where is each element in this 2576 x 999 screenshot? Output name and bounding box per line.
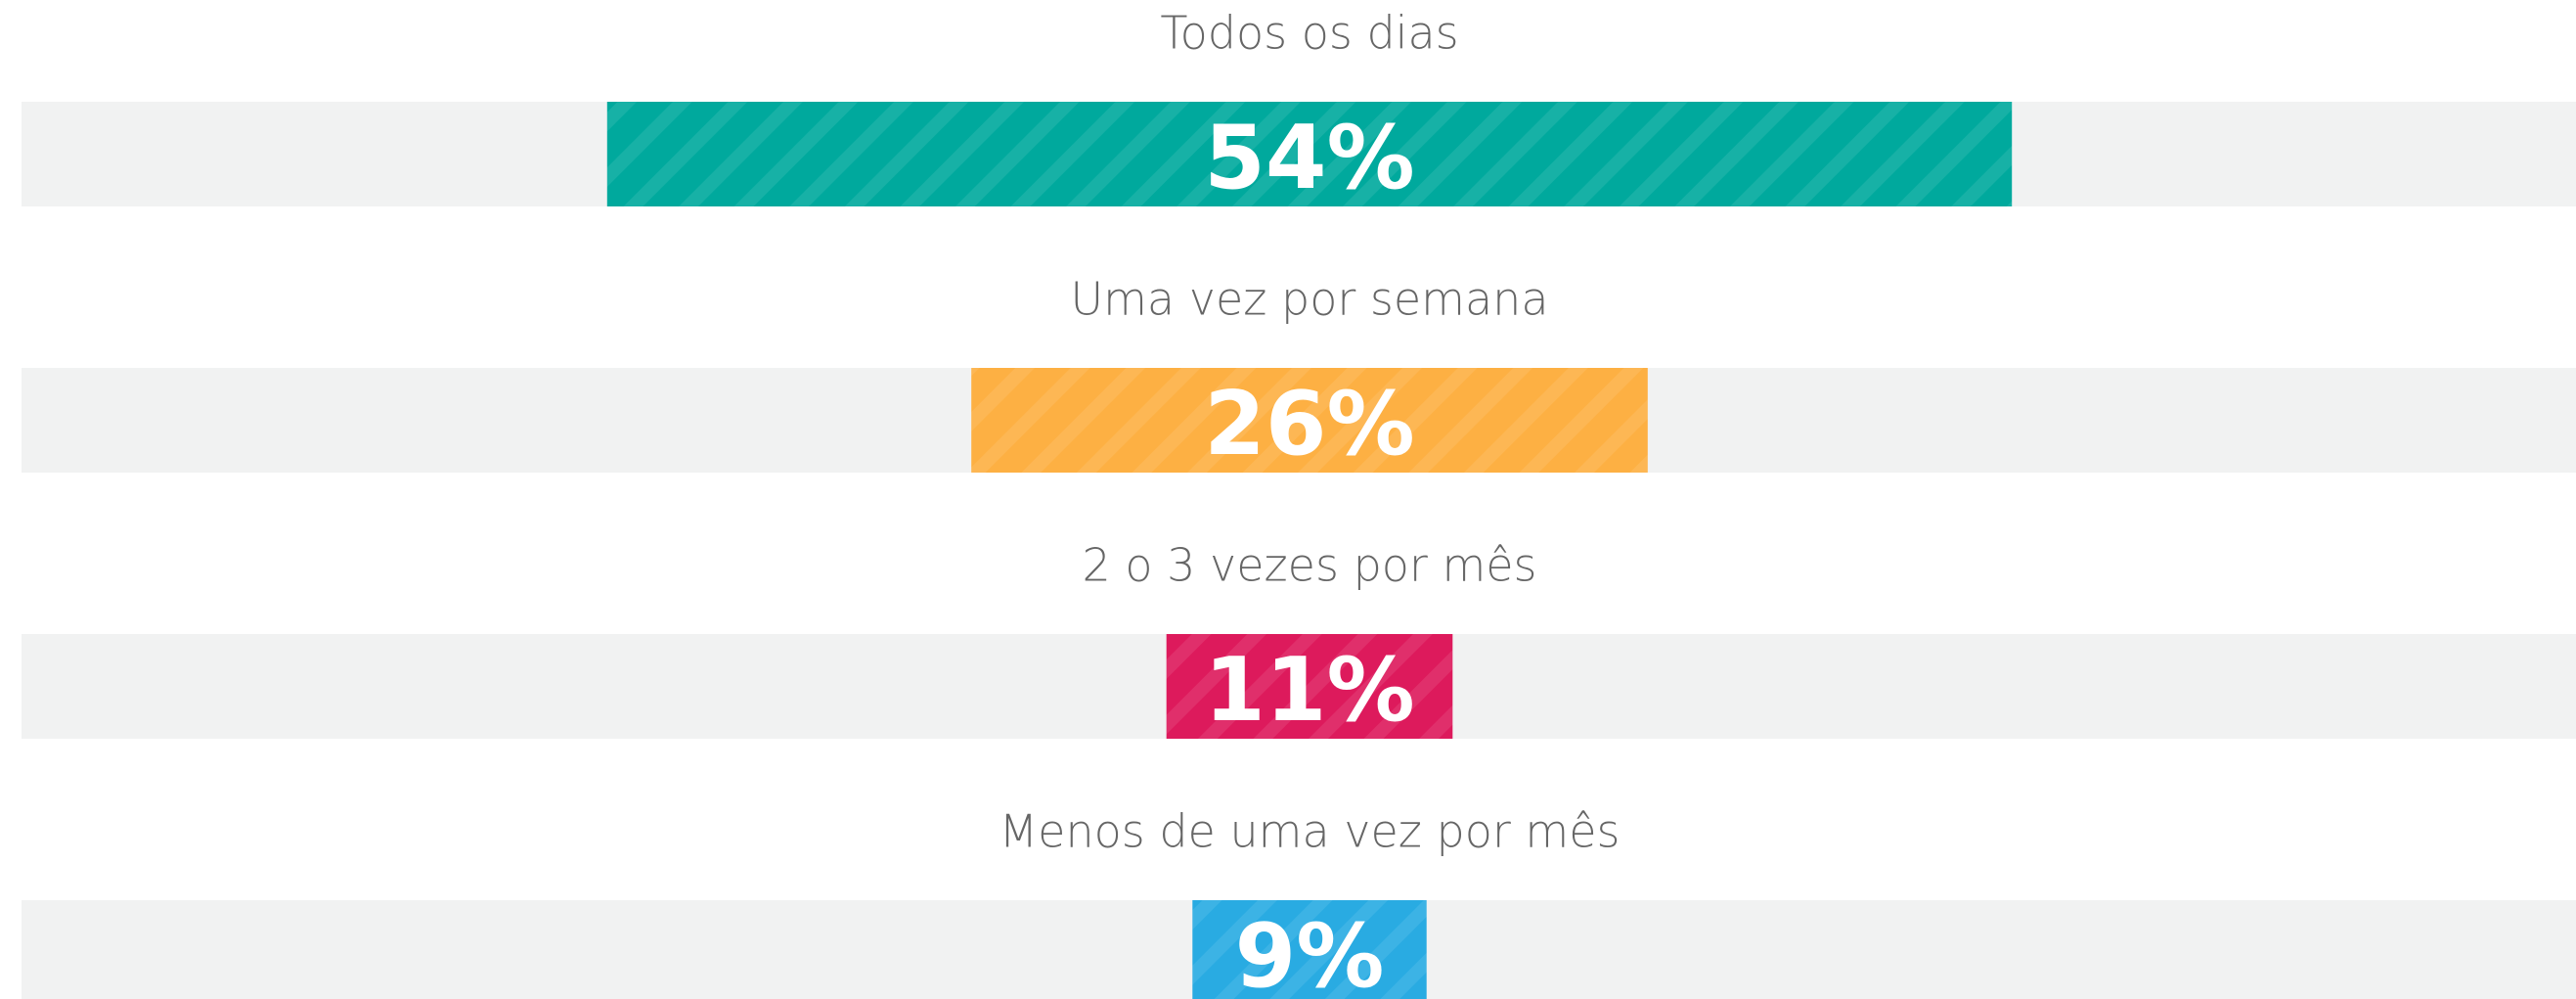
category-label: Todos os dias xyxy=(1160,7,1458,60)
category-label: Uma vez por semana xyxy=(1070,273,1548,326)
value-label: 11% xyxy=(1204,639,1414,742)
category-label: 2 o 3 vezes por mês xyxy=(1082,539,1536,592)
bar-stripes xyxy=(971,368,1648,473)
bar-stripes xyxy=(1192,900,1427,999)
value-label: 54% xyxy=(1204,107,1414,209)
category-label: Menos de uma vez por mês xyxy=(999,805,1620,858)
bar-stripes xyxy=(606,102,2013,206)
bar-stripes xyxy=(1166,634,1453,739)
value-label: 9% xyxy=(1235,905,1385,999)
value-label: 26% xyxy=(1204,373,1414,476)
